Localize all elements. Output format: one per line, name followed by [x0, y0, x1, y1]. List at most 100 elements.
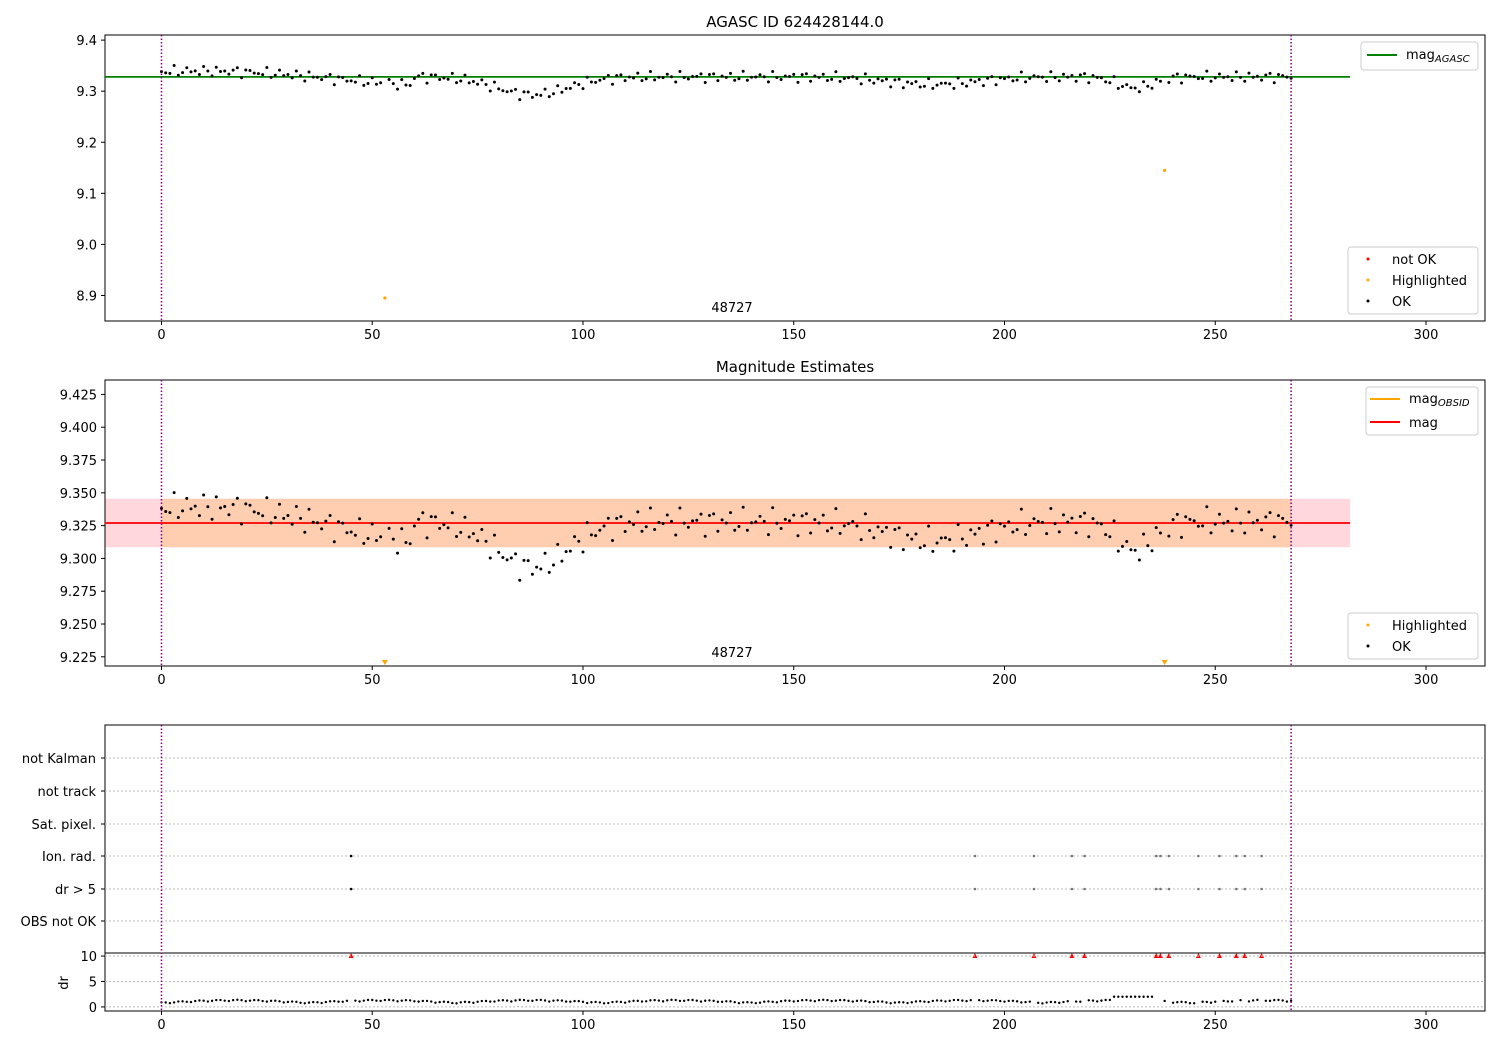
- ok-point: [691, 75, 695, 79]
- ok-point: [1007, 520, 1011, 524]
- dr-point: [1007, 999, 1010, 1003]
- dr-point: [800, 998, 804, 1002]
- y-tick-label: 9.3: [76, 85, 97, 100]
- ok-point: [1175, 512, 1179, 516]
- dr-point: [1053, 1000, 1057, 1004]
- ok-point: [1201, 524, 1205, 528]
- ok-point: [901, 548, 905, 552]
- ok-point: [261, 514, 265, 518]
- ok-point: [1281, 516, 1285, 520]
- dr-point: [1104, 998, 1107, 1002]
- ok-point: [404, 540, 408, 544]
- ok-point: [269, 75, 273, 79]
- ok-point: [518, 578, 522, 582]
- ok-point: [1201, 76, 1205, 80]
- dr-point: [312, 1000, 315, 1004]
- dr-point: [526, 999, 530, 1002]
- ok-point: [425, 81, 429, 85]
- ok-point: [307, 507, 311, 511]
- dr-point: [585, 1001, 589, 1005]
- ok-point: [589, 533, 593, 537]
- ok-point: [400, 527, 404, 531]
- ok-point: [1154, 526, 1158, 530]
- dr-point: [451, 1001, 454, 1005]
- ok-point: [981, 542, 985, 546]
- ok-point: [783, 74, 787, 78]
- ok-point: [973, 80, 977, 84]
- flag-point: [973, 887, 977, 891]
- ok-point: [248, 503, 252, 507]
- ok-point: [796, 80, 800, 84]
- ok-point: [505, 558, 509, 562]
- ok-point: [269, 521, 273, 525]
- ok-point: [636, 510, 640, 514]
- ok-point: [278, 68, 282, 72]
- ok-point: [556, 542, 560, 546]
- dr-point: [712, 999, 715, 1003]
- flag-point: [1083, 887, 1086, 891]
- ok-point: [914, 532, 918, 536]
- ok-point: [952, 86, 956, 90]
- ok-point: [577, 539, 581, 543]
- ok-point: [813, 518, 817, 522]
- dr-point: [333, 999, 336, 1003]
- ok-point: [231, 502, 235, 506]
- dr-point: [194, 999, 197, 1003]
- ok-point: [261, 73, 265, 77]
- ok-point: [863, 512, 867, 516]
- ok-point: [345, 79, 349, 83]
- ok-point: [1007, 75, 1011, 79]
- ok-point: [674, 80, 678, 84]
- ok-point: [379, 535, 383, 539]
- ok-point: [168, 71, 172, 75]
- ok-point: [720, 518, 724, 522]
- dr-point: [1247, 1000, 1251, 1003]
- ok-point: [695, 518, 699, 522]
- category-label: Sat. pixel.: [32, 818, 96, 833]
- ok-point: [640, 529, 644, 533]
- ok-point: [724, 75, 728, 79]
- ok-point: [1036, 520, 1040, 524]
- dr-point: [881, 1000, 884, 1003]
- ok-point: [931, 549, 935, 553]
- ok-point: [1188, 74, 1192, 78]
- x-tick-label: 150: [781, 673, 806, 688]
- legend2-ok-marker: [1366, 644, 1370, 648]
- mag-obsid-annotation: 48727: [711, 646, 752, 661]
- ok-point: [737, 525, 741, 529]
- category-label: OBS not OK: [21, 915, 97, 930]
- ok-point: [417, 74, 421, 78]
- ok-point: [1015, 528, 1019, 532]
- dr-point: [1096, 1000, 1099, 1003]
- ok-point: [497, 87, 501, 91]
- dr-point: [1150, 995, 1154, 998]
- ok-point: [956, 522, 960, 526]
- flag-point: [1154, 887, 1158, 891]
- highlighted-point: [1163, 168, 1167, 172]
- ok-point: [210, 74, 214, 78]
- dr-point: [244, 999, 247, 1003]
- ok-point: [1239, 75, 1243, 79]
- ok-point: [307, 70, 311, 74]
- dr-point: [522, 998, 526, 1002]
- dr-point: [1015, 1000, 1019, 1003]
- ok-point: [1070, 73, 1074, 77]
- ok-point: [349, 530, 353, 534]
- dr-point: [733, 1000, 736, 1004]
- dr-point: [189, 1000, 193, 1004]
- dr-point: [1003, 1000, 1006, 1003]
- dr-point: [1214, 1000, 1217, 1003]
- ok-point: [1129, 86, 1133, 90]
- ok-point: [467, 535, 471, 539]
- ok-point: [771, 506, 775, 510]
- ok-point: [648, 70, 652, 74]
- ok-point: [564, 87, 568, 91]
- ok-point: [716, 79, 720, 83]
- ok-point: [164, 510, 168, 514]
- ok-point: [530, 572, 534, 576]
- ok-point: [227, 513, 231, 517]
- dr-point: [611, 1000, 614, 1004]
- dr-point: [767, 1000, 770, 1003]
- ok-point: [497, 550, 501, 554]
- ok-point: [1036, 75, 1040, 79]
